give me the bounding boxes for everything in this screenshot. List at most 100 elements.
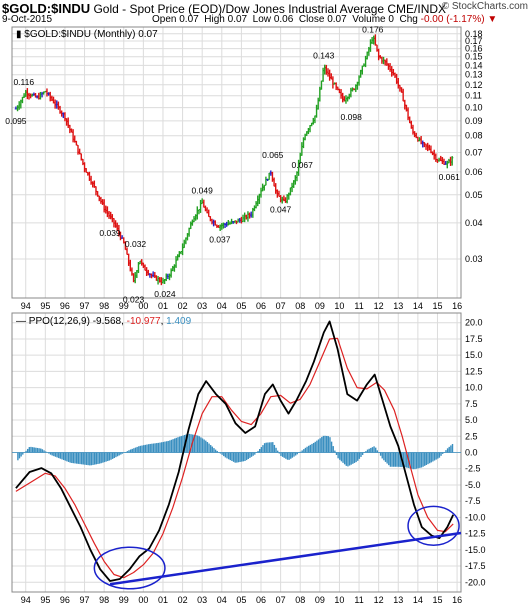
histogram-bar: [76, 452, 78, 464]
histogram-bar: [89, 452, 91, 466]
histogram-bar: [330, 441, 333, 453]
histogram-bar: [41, 449, 44, 453]
price-value-label: 0.095: [5, 116, 27, 126]
price-y-tick-label: 0.14: [465, 60, 483, 70]
histogram-bar: [77, 452, 80, 464]
histogram-bar: [92, 452, 94, 465]
histogram-bar: [95, 452, 98, 465]
histogram-bar: [366, 449, 369, 453]
histogram-bar: [259, 448, 261, 453]
histogram-bar: [365, 451, 367, 453]
price-value-label: 0.061: [439, 172, 461, 182]
signal-line: [15, 337, 454, 579]
ppo-x-tick-label: 95: [40, 595, 50, 605]
price-value-label: 0.143: [313, 51, 335, 61]
price-value-label: 0.065: [262, 150, 284, 160]
histogram-bar: [373, 446, 375, 453]
price-y-tick-label: 0.04: [465, 218, 483, 228]
histogram-bar: [178, 436, 181, 453]
histogram-bar: [383, 452, 385, 461]
price-y-tick-label: 0.10: [465, 103, 483, 113]
histogram-bar: [40, 448, 42, 453]
histogram-bar: [360, 452, 362, 457]
ppo-y-tick-label: -17.5: [465, 561, 486, 571]
price-value-label: 0.039: [99, 228, 121, 238]
ppo-y-tick-label: 17.5: [465, 334, 483, 344]
close-value: 0.07: [327, 14, 347, 25]
histogram-bar: [72, 452, 75, 464]
histogram-bar: [370, 447, 372, 453]
histogram-bar: [306, 446, 308, 453]
histogram-bar: [100, 452, 102, 464]
histogram-bar: [414, 452, 416, 470]
price-y-tick-label: 0.18: [465, 29, 483, 39]
histogram-bar: [85, 452, 88, 465]
ppo-y-tick-label: -10.0: [465, 512, 486, 522]
histogram-bar: [54, 452, 57, 457]
histogram-bar: [384, 452, 387, 462]
histogram-bar: [51, 452, 53, 456]
histogram-bar: [286, 452, 289, 460]
ppo-legend-hist: 1.409: [166, 316, 191, 327]
histogram-bar: [268, 442, 271, 453]
histogram-bar: [151, 443, 153, 453]
histogram-bar: [79, 452, 81, 465]
histogram-bar: [22, 452, 24, 455]
histogram-bar: [20, 452, 22, 457]
price-x-tick-label: 10: [334, 301, 344, 311]
ppo-y-tick-label: -2.5: [465, 464, 481, 474]
histogram-bar: [257, 450, 259, 453]
histogram-bar: [69, 452, 71, 463]
highlight-ellipse: [93, 546, 166, 590]
histogram-bar: [195, 435, 197, 453]
stockcharts-brand[interactable]: © StockCharts.com: [441, 1, 528, 12]
ppo-line: [15, 320, 455, 582]
ppo-y-tick-label: 0.0: [465, 448, 478, 458]
histogram-bar: [324, 435, 326, 453]
histogram-bar: [352, 452, 354, 464]
histogram-bar: [188, 433, 191, 453]
histogram-bar: [53, 452, 55, 457]
price-x-tick-label: 15: [432, 301, 442, 311]
price-y-tick-label: 0.07: [465, 148, 483, 158]
histogram-bar: [159, 442, 161, 453]
price-x-tick-label: 14: [413, 301, 423, 311]
histogram-bar: [237, 452, 240, 463]
quote-date: 9-Oct-2015: [2, 14, 53, 25]
price-x-tick-label: 09: [315, 301, 325, 311]
histogram-bar: [308, 445, 310, 453]
price-x-tick-label: 00: [138, 301, 148, 311]
histogram-bar: [303, 449, 305, 453]
price-y-tick-label: 0.05: [465, 190, 483, 200]
price-y-tick-label: 0.11: [465, 91, 482, 101]
histogram-bar: [170, 439, 173, 453]
histogram-bar: [358, 452, 361, 459]
histogram-bar: [293, 452, 295, 457]
price-x-tick-label: 94: [21, 301, 31, 311]
ppo-y-tick-label: -5.0: [465, 480, 481, 490]
ppo-x-tick-label: 97: [80, 595, 90, 605]
histogram-bar: [167, 440, 169, 453]
price-y-tick-label: 0.09: [465, 116, 483, 126]
price-y-tick-label: 0.15: [465, 52, 483, 62]
histogram-bar: [450, 445, 452, 453]
price-x-tick-label: 03: [197, 301, 207, 311]
ppo-legend-signal: -10.977: [127, 316, 161, 327]
histogram-bar: [49, 452, 52, 455]
histogram-bar: [321, 437, 323, 453]
exchange: CME/INDX: [387, 2, 447, 16]
ppo-x-tick-label: 08: [295, 595, 305, 605]
histogram-bar: [26, 448, 29, 453]
price-legend: ▮ $GOLD:$INDU (Monthly) 0.07: [16, 29, 158, 40]
histogram-bar: [438, 452, 441, 458]
histogram-bar: [209, 445, 212, 453]
histogram-bar: [249, 452, 251, 458]
price-y-tick-label: 0.08: [465, 131, 483, 141]
histogram-bar: [66, 452, 68, 462]
price-value-label: 0.032: [125, 239, 147, 249]
price-x-tick-label: 96: [60, 301, 70, 311]
histogram-bar: [391, 452, 393, 467]
price-x-axis: 94 95 96 97 98 99 00 01 02 03 04 05 06 07 08 09 10 11 12 13…: [21, 301, 462, 311]
histogram-bar: [198, 436, 200, 453]
histogram-bar: [138, 446, 140, 453]
